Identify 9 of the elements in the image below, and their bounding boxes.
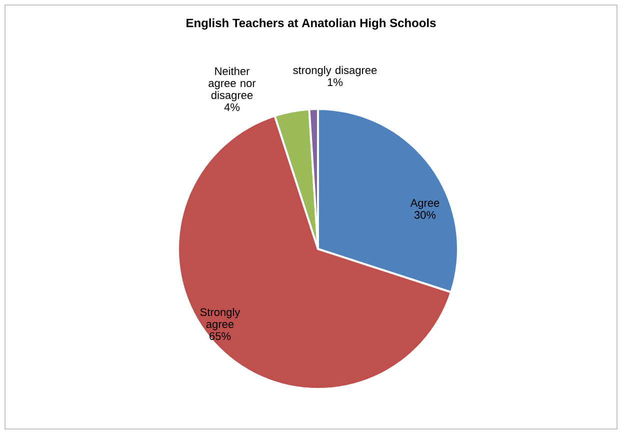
slice-label: strongly disagree: [293, 66, 377, 76]
chart-title: English Teachers at Anatolian High Schools: [186, 18, 436, 30]
slice-label: Agree: [410, 199, 440, 209]
slice-label: Strongly agree: [200, 308, 240, 330]
data-label: 30%: [414, 211, 436, 219]
slice-label: Neither agree nor disagree: [208, 66, 256, 102]
data-label: 1%: [328, 78, 343, 86]
data-label: 4%: [224, 103, 240, 112]
data-label: 65%: [210, 332, 231, 340]
